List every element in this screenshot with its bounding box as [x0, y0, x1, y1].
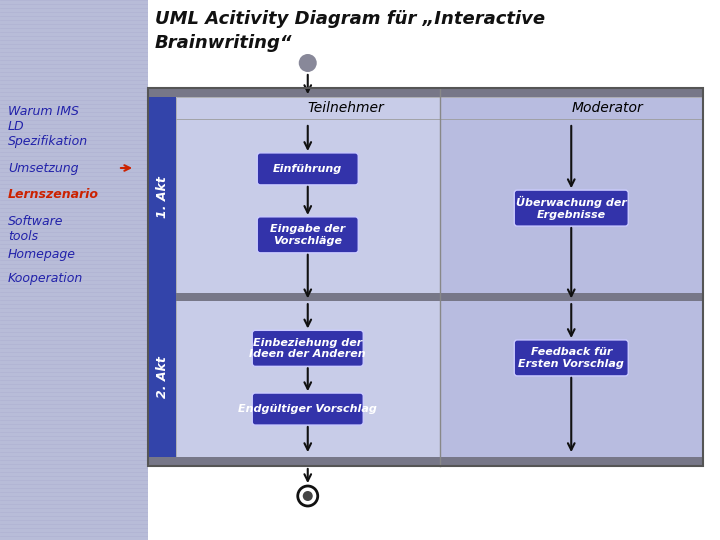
Circle shape: [302, 491, 312, 501]
Bar: [439, 297, 703, 457]
Text: Einbeziehung der
Ideen der Anderen: Einbeziehung der Ideen der Anderen: [249, 338, 366, 359]
FancyBboxPatch shape: [252, 393, 364, 425]
Text: 1. Akt: 1. Akt: [156, 176, 168, 218]
Text: Teilnehmer: Teilnehmer: [307, 101, 384, 115]
FancyBboxPatch shape: [252, 330, 364, 366]
Bar: [148, 97, 176, 297]
Text: Eingabe der
Vorschläge: Eingabe der Vorschläge: [270, 224, 346, 246]
Text: Überwachung der
Ergebnisse: Überwachung der Ergebnisse: [516, 196, 626, 220]
FancyBboxPatch shape: [257, 217, 359, 253]
Bar: [176, 297, 439, 457]
Bar: [148, 297, 176, 457]
FancyBboxPatch shape: [514, 340, 629, 376]
Bar: [439, 97, 703, 119]
Bar: [148, 293, 703, 301]
Text: Endgültiger Vorschlag: Endgültiger Vorschlag: [238, 404, 377, 414]
Text: Spezifikation: Spezifikation: [8, 135, 88, 148]
FancyBboxPatch shape: [257, 153, 359, 185]
Text: Kooperation: Kooperation: [8, 272, 84, 285]
Text: Software
tools: Software tools: [8, 215, 63, 243]
Bar: [148, 0, 720, 540]
Bar: [439, 119, 703, 297]
FancyBboxPatch shape: [514, 190, 629, 226]
Text: UML Acitivity Diagram für „Interactive
Brainwriting“: UML Acitivity Diagram für „Interactive B…: [155, 10, 545, 52]
Bar: [176, 119, 439, 297]
Bar: [148, 457, 703, 466]
Text: Lernszenario: Lernszenario: [8, 188, 99, 201]
Text: 2. Akt: 2. Akt: [156, 356, 168, 398]
Text: Feedback für
Ersten Vorschlag: Feedback für Ersten Vorschlag: [518, 347, 624, 369]
Text: Umsetzung: Umsetzung: [8, 162, 78, 175]
Text: Warum IMS
LD: Warum IMS LD: [8, 105, 79, 133]
Bar: [176, 97, 439, 119]
Circle shape: [298, 486, 318, 506]
Bar: [148, 88, 703, 97]
Circle shape: [299, 54, 317, 72]
Bar: [148, 88, 703, 466]
Text: Einführung: Einführung: [273, 164, 343, 174]
Text: Homepage: Homepage: [8, 248, 76, 261]
Bar: [0, 0, 148, 540]
Text: Moderator: Moderator: [571, 101, 643, 115]
